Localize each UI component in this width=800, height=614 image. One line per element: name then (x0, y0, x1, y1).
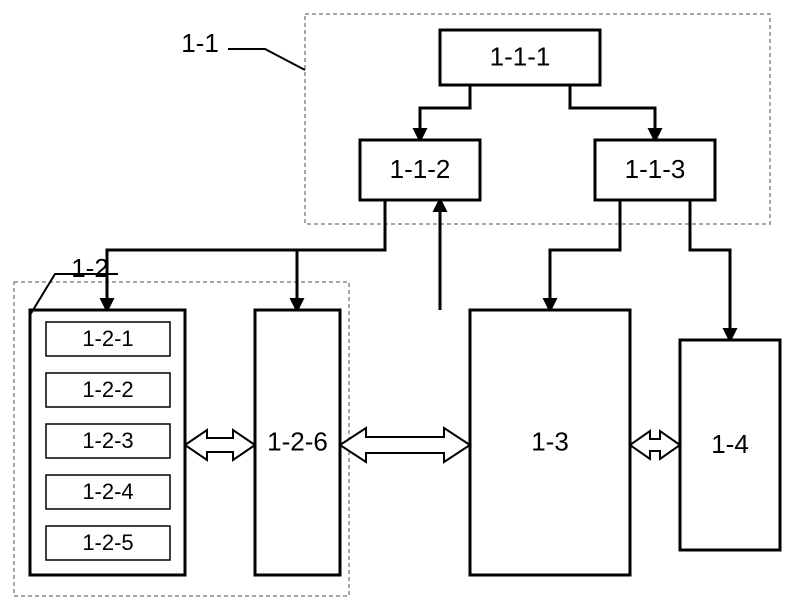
node-label-n126: 1-2-6 (267, 426, 328, 456)
node-label-n123: 1-2-3 (82, 428, 133, 453)
node-n112: 1-1-2 (360, 140, 480, 200)
leader-g11 (228, 49, 305, 70)
node-label-n124: 1-2-4 (82, 479, 133, 504)
double-arrow-stack_outer-n126 (185, 430, 255, 460)
node-n111: 1-1-1 (440, 30, 600, 85)
node-n14: 1-4 (680, 340, 780, 550)
node-n124: 1-2-4 (46, 475, 170, 509)
node-n123: 1-2-3 (46, 424, 170, 458)
node-label-n112: 1-1-2 (390, 154, 451, 184)
node-n113: 1-1-3 (595, 140, 715, 200)
arrow-n112-to-stack_outer (107, 200, 385, 310)
arrow-n111-to-n112 (420, 85, 470, 140)
double-arrow-n13-n14 (630, 431, 680, 459)
node-n125: 1-2-5 (46, 526, 170, 560)
node-label-n14: 1-4 (711, 429, 749, 459)
node-label-n113: 1-1-3 (625, 154, 686, 184)
arrow-n113-to-n13 (550, 200, 620, 310)
arrow-n113-to-n14 (690, 200, 730, 340)
node-n13: 1-3 (470, 310, 630, 575)
node-n126: 1-2-6 (255, 310, 340, 575)
node-label-n122: 1-2-2 (82, 377, 133, 402)
arrow-n112-to-n126 (297, 200, 385, 310)
solid-arrows-layer (107, 85, 730, 340)
node-label-n125: 1-2-5 (82, 530, 133, 555)
arrow-n111-to-n113 (570, 85, 655, 140)
double-arrow-n126-n13 (340, 428, 470, 462)
node-label-n13: 1-3 (531, 426, 569, 456)
node-label-n121: 1-2-1 (82, 326, 133, 351)
node-label-n111: 1-1-1 (490, 41, 551, 71)
group-label-g12: 1-2 (71, 253, 109, 283)
group-label-g11: 1-1 (181, 28, 219, 58)
node-n121: 1-2-1 (46, 322, 170, 356)
node-n122: 1-2-2 (46, 373, 170, 407)
